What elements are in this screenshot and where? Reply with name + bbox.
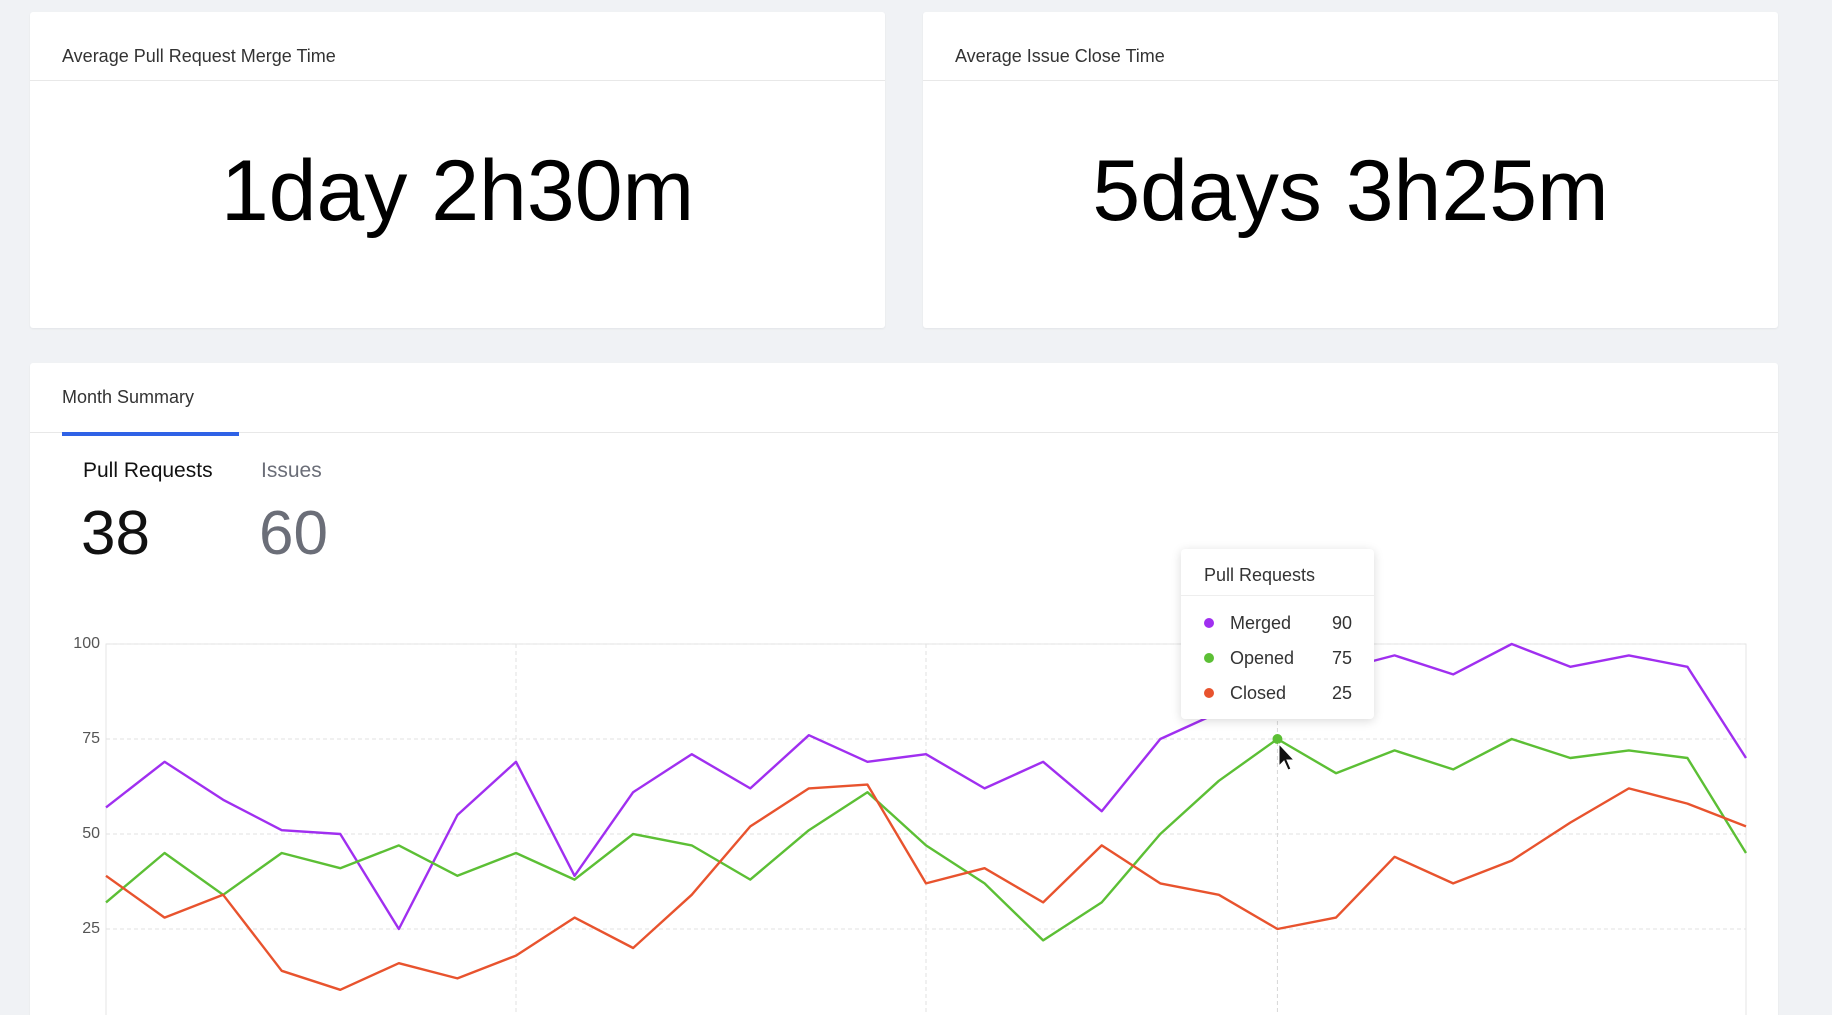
legend-label: Merged: [1230, 613, 1292, 633]
card-tab[interactable]: Month Summary: [62, 387, 195, 407]
tooltip: Pull Requests Merged 90 Opened 75 Closed 25: [1181, 549, 1374, 719]
y-tick-label: 25: [82, 920, 100, 937]
metric-value: 5days 3h25m: [1092, 143, 1609, 239]
y-tick-label: 75: [82, 730, 100, 747]
tooltip-row: Closed 25: [1181, 681, 1374, 705]
legend-dot: [1204, 618, 1214, 628]
tab-value: 38: [81, 499, 150, 568]
y-tick-label: 50: [82, 825, 100, 842]
cursor: [1278, 742, 1296, 771]
legend-label: Closed: [1230, 683, 1287, 703]
legend-label: Opened: [1230, 648, 1295, 668]
tooltip-row: Opened 75: [1181, 646, 1374, 670]
tooltip-value: 25: [1331, 683, 1352, 703]
tab-label[interactable]: Pull Requests: [83, 459, 213, 482]
tooltip-row: Merged 90: [1181, 611, 1374, 635]
legend-dot: [1204, 688, 1214, 698]
card-title: Average Pull Request Merge Time: [62, 46, 336, 66]
series-line: [105, 642, 1748, 931]
metric-card: Average Issue Close Time 5days 3h25m: [923, 12, 1778, 328]
series-line: [105, 783, 1747, 991]
tab-label[interactable]: Issues: [261, 459, 322, 482]
divider: [923, 80, 1778, 81]
tab-value: 60: [259, 499, 328, 568]
hover-point: [1272, 734, 1283, 744]
y-tick-label: 100: [73, 635, 100, 652]
card-title: Average Issue Close Time: [955, 46, 1165, 66]
tooltip-value: 75: [1331, 648, 1352, 668]
tooltip-value: 90: [1331, 613, 1352, 633]
summary-card: Month Summary Pull Requests 38 Issues 60: [30, 363, 1778, 1015]
tab-underline: [62, 432, 239, 436]
divider: [30, 432, 1778, 433]
divider: [30, 80, 885, 81]
tooltip-title: Pull Requests: [1204, 565, 1316, 585]
series-line: [105, 737, 1748, 942]
divider: [1181, 595, 1374, 596]
legend-dot: [1204, 653, 1214, 663]
metric-card: Average Pull Request Merge Time 1day 2h3…: [30, 12, 885, 328]
metric-value: 1day 2h30m: [220, 143, 695, 239]
